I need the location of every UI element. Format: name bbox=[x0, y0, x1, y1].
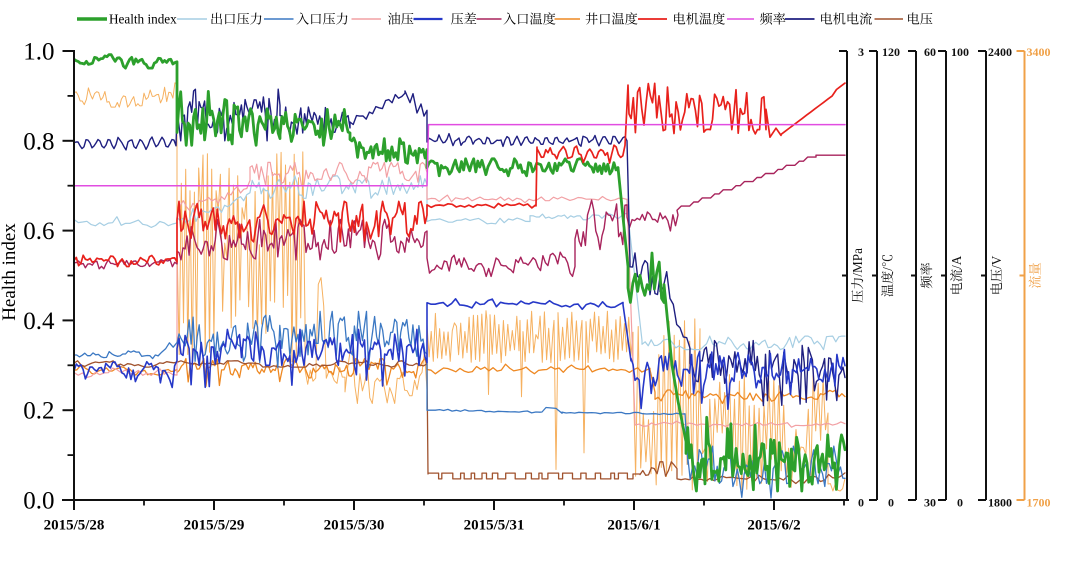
svg-text:0.8: 0.8 bbox=[23, 128, 54, 155]
svg-text:/A: /A bbox=[949, 255, 964, 269]
svg-text:2015/6/2: 2015/6/2 bbox=[747, 518, 800, 534]
svg-text:120: 120 bbox=[882, 45, 900, 59]
svg-text:/V: /V bbox=[989, 255, 1004, 269]
svg-text:0: 0 bbox=[858, 496, 864, 510]
svg-text:2015/6/1: 2015/6/1 bbox=[607, 518, 660, 534]
svg-text:100: 100 bbox=[951, 45, 969, 59]
svg-text:2015/5/29: 2015/5/29 bbox=[184, 518, 245, 534]
svg-text:1.0: 1.0 bbox=[23, 39, 54, 66]
svg-text:Health index: Health index bbox=[0, 223, 20, 321]
svg-text:0: 0 bbox=[957, 496, 963, 510]
svg-text:0.6: 0.6 bbox=[23, 218, 54, 245]
svg-text:/MPa: /MPa bbox=[850, 248, 865, 277]
svg-text:/: / bbox=[880, 267, 895, 271]
svg-text:0: 0 bbox=[888, 496, 894, 510]
svg-text:2015/5/30: 2015/5/30 bbox=[324, 518, 385, 534]
svg-text:0.2: 0.2 bbox=[23, 398, 54, 425]
svg-text:0.0: 0.0 bbox=[23, 488, 54, 515]
svg-text:60: 60 bbox=[924, 45, 936, 59]
svg-text:30: 30 bbox=[924, 496, 936, 510]
svg-text:Health index: Health index bbox=[109, 12, 177, 27]
svg-text:2015/5/28: 2015/5/28 bbox=[44, 518, 105, 534]
svg-text:1800: 1800 bbox=[988, 496, 1012, 510]
svg-text:3: 3 bbox=[858, 45, 864, 59]
svg-text:1700: 1700 bbox=[1027, 496, 1051, 510]
svg-text:0.4: 0.4 bbox=[23, 308, 55, 335]
svg-text:3400: 3400 bbox=[1027, 45, 1051, 59]
svg-text:2015/5/31: 2015/5/31 bbox=[464, 518, 525, 534]
svg-text:2400: 2400 bbox=[988, 45, 1012, 59]
